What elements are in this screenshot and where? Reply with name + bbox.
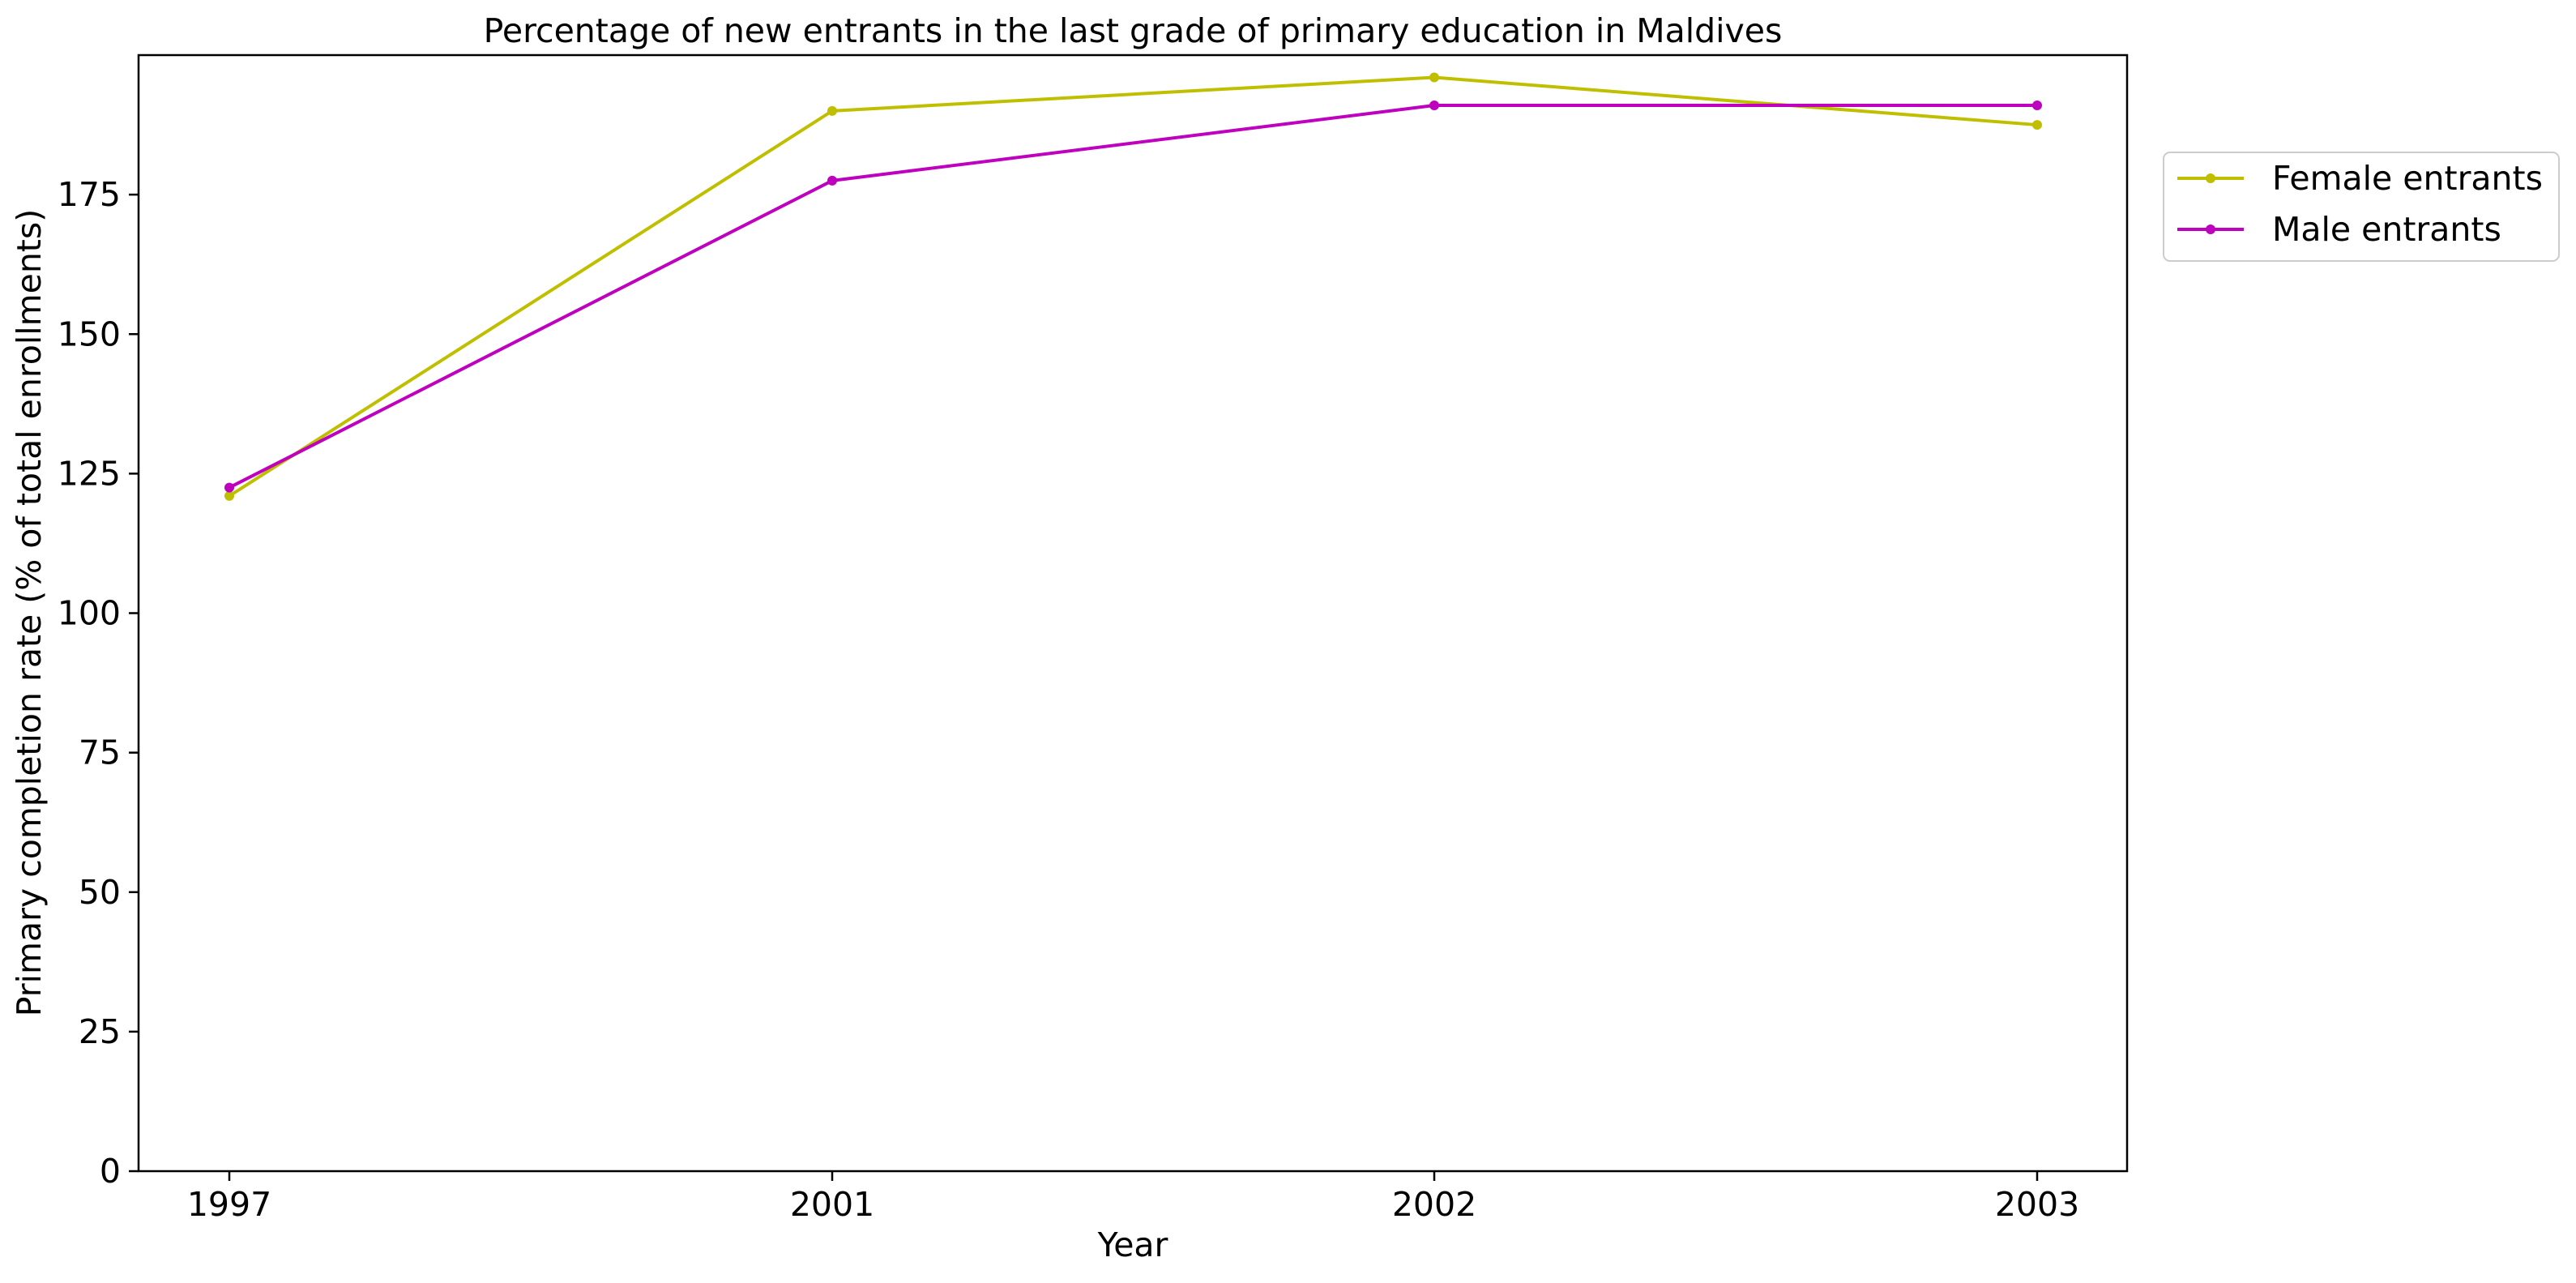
y-tick-label: 175 xyxy=(58,175,121,214)
legend-marker xyxy=(2206,225,2215,234)
y-tick-label: 0 xyxy=(100,1152,121,1191)
y-tick-label: 25 xyxy=(79,1012,121,1051)
legend: Female entrants Male entrants xyxy=(2163,152,2560,262)
data-point xyxy=(1429,100,1439,110)
y-tick-label: 125 xyxy=(58,454,121,493)
legend-frame xyxy=(2163,152,2560,262)
y-axis-label: Primary completion rate (% of total enro… xyxy=(10,209,49,1017)
x-tick-label: 1997 xyxy=(187,1185,271,1224)
chart-title: Percentage of new entrants in the last g… xyxy=(484,11,1783,50)
x-tick-label: 2001 xyxy=(790,1185,874,1224)
data-point xyxy=(224,490,234,501)
data-point xyxy=(1429,72,1439,83)
legend-marker xyxy=(2206,173,2215,183)
legend-label: Female entrants xyxy=(2272,159,2543,198)
data-point xyxy=(224,482,234,493)
plot-area-frame xyxy=(137,53,2129,1173)
y-tick-label: 50 xyxy=(79,873,121,912)
y-tick-label: 100 xyxy=(58,594,121,633)
x-axis: 1997 2001 2002 2003 xyxy=(187,1171,2079,1224)
y-tick-label: 75 xyxy=(79,733,121,772)
x-tick-label: 2003 xyxy=(1995,1185,2079,1224)
data-point xyxy=(827,105,837,116)
y-tick-label: 150 xyxy=(58,314,121,353)
legend-label: Male entrants xyxy=(2272,210,2501,249)
series-line-female xyxy=(228,75,2038,498)
y-axis: 0 25 50 75 100 125 150 175 xyxy=(58,175,139,1191)
x-tick-label: 2002 xyxy=(1392,1185,1476,1224)
data-point xyxy=(2032,120,2042,130)
series-layer xyxy=(224,72,2042,501)
data-point xyxy=(2032,100,2042,110)
series-line-male xyxy=(229,103,2037,490)
data-point xyxy=(827,175,837,186)
x-axis-label: Year xyxy=(1097,1225,1168,1264)
